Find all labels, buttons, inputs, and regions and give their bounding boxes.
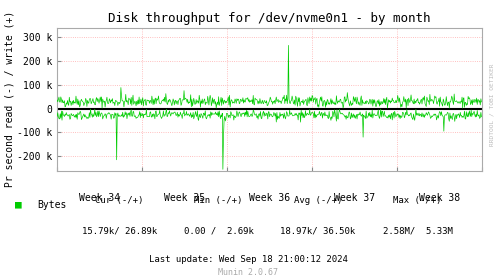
Title: Disk throughput for /dev/nvme0n1 - by month: Disk throughput for /dev/nvme0n1 - by mo… bbox=[108, 12, 431, 25]
Text: Week 35: Week 35 bbox=[164, 193, 205, 204]
Text: Min (-/+): Min (-/+) bbox=[194, 196, 243, 205]
Text: Week 36: Week 36 bbox=[249, 193, 290, 204]
Text: 15.79k/ 26.89k: 15.79k/ 26.89k bbox=[82, 227, 157, 235]
Text: Avg (-/+): Avg (-/+) bbox=[294, 196, 342, 205]
Text: Week 34: Week 34 bbox=[79, 193, 120, 204]
Text: 0.00 /  2.69k: 0.00 / 2.69k bbox=[184, 227, 253, 235]
Text: Bytes: Bytes bbox=[37, 200, 67, 210]
Text: Max (-/+): Max (-/+) bbox=[393, 196, 442, 205]
Text: Week 37: Week 37 bbox=[334, 193, 375, 204]
Y-axis label: Pr second read (-) / write (+): Pr second read (-) / write (+) bbox=[4, 11, 14, 187]
Text: ■: ■ bbox=[15, 200, 22, 210]
Text: Week 38: Week 38 bbox=[419, 193, 460, 204]
Text: 2.58M/  5.33M: 2.58M/ 5.33M bbox=[383, 227, 452, 235]
Text: Munin 2.0.67: Munin 2.0.67 bbox=[219, 268, 278, 275]
Text: Cur (-/+): Cur (-/+) bbox=[95, 196, 144, 205]
Text: RRDTOOL / TOBI OETIKER: RRDTOOL / TOBI OETIKER bbox=[490, 63, 495, 146]
Text: Last update: Wed Sep 18 21:00:12 2024: Last update: Wed Sep 18 21:00:12 2024 bbox=[149, 255, 348, 264]
Text: 18.97k/ 36.50k: 18.97k/ 36.50k bbox=[280, 227, 356, 235]
